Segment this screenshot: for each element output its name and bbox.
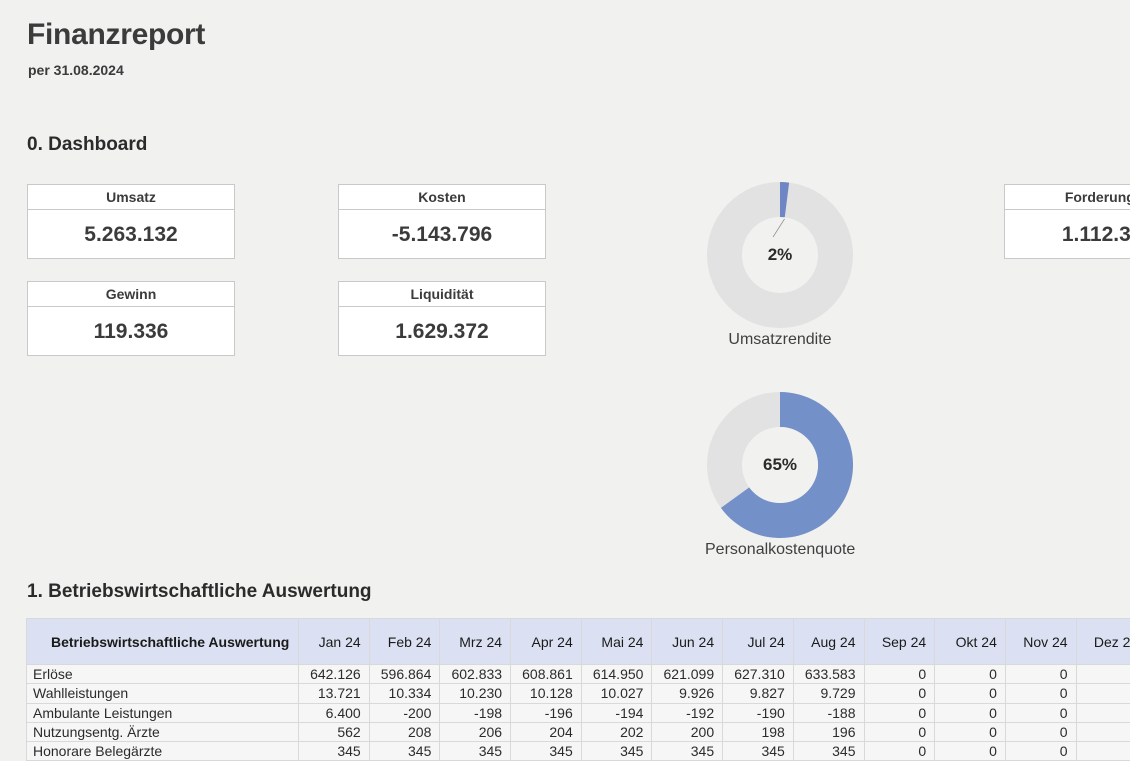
svg-text:2%: 2% <box>768 245 793 264</box>
svg-text:65%: 65% <box>763 455 797 474</box>
